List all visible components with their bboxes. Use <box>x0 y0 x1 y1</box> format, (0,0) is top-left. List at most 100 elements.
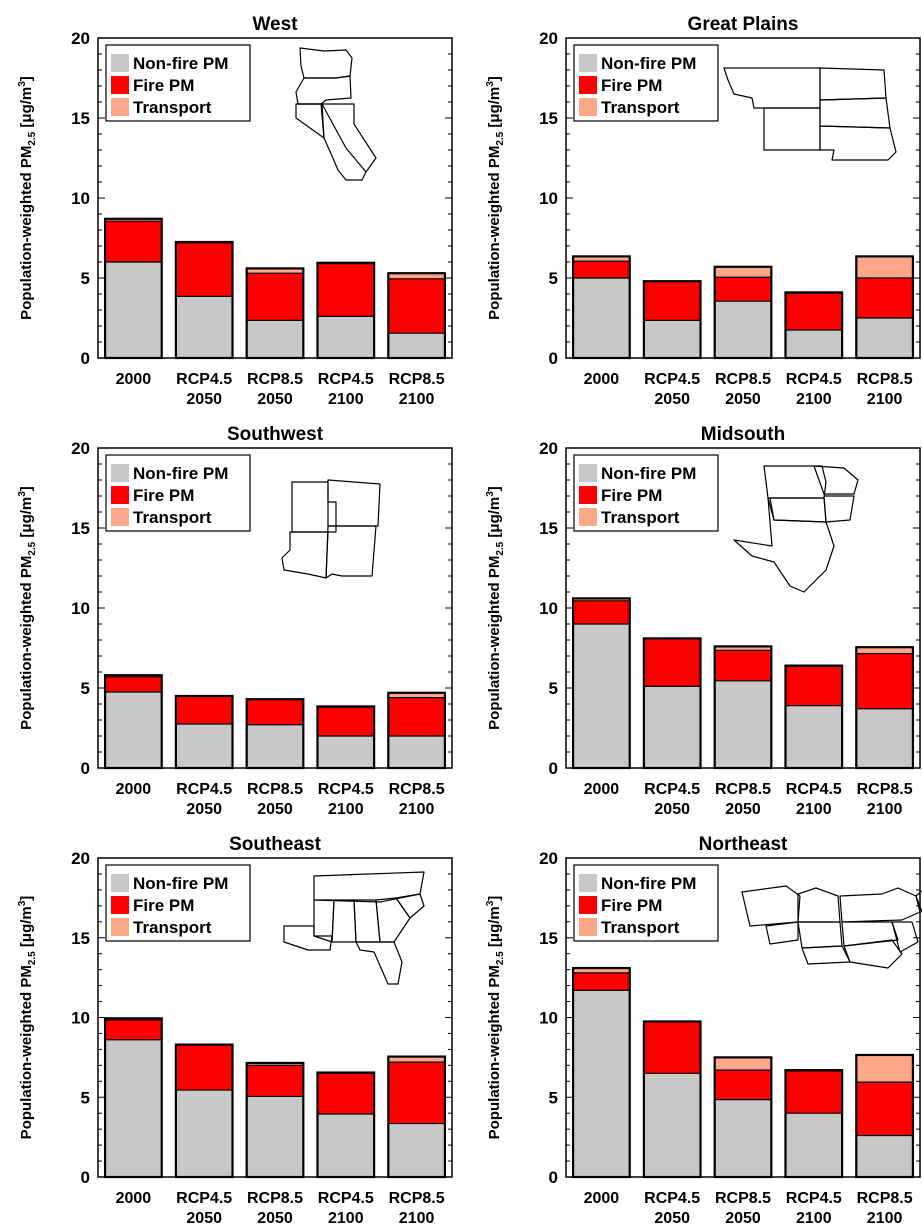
bar-segment-fire-pm <box>573 600 630 624</box>
legend-swatch <box>111 896 129 914</box>
bar-segment-non-fire-pm <box>175 724 233 768</box>
x-tick-label: RCP4.5 <box>786 1190 842 1207</box>
x-tick-label: RCP8.5 <box>389 1190 445 1207</box>
legend-label: Transport <box>601 918 680 937</box>
legend-label: Non-fire PM <box>133 874 228 893</box>
y-axis-label-subscript: 2.5 <box>495 131 506 145</box>
legend-swatch <box>111 508 129 526</box>
panel-southwest: Southwest Population-weighted PM2.5 [μg/m… <box>17 424 453 818</box>
bar-segment-non-fire-pm <box>388 736 445 768</box>
bar-segment-fire-pm <box>175 696 233 724</box>
legend-box <box>573 864 719 942</box>
bar-segment-fire-pm <box>785 1070 843 1114</box>
bar-segment-non-fire-pm <box>246 320 304 358</box>
x-tick-label: RCP4.5 <box>176 1190 232 1207</box>
y-axis-label-unit: [μg/m <box>486 87 503 132</box>
legend-swatch <box>579 918 597 936</box>
legend-swatch <box>579 54 597 72</box>
x-tick-label: RCP4.5 <box>318 1190 374 1207</box>
y-tick-label: 0 <box>81 1168 90 1187</box>
bar-segment-non-fire-pm <box>856 318 913 358</box>
plot-frame <box>565 857 921 1178</box>
x-tick-label: RCP4.5 <box>176 371 232 388</box>
x-tick-label: 2050 <box>654 1210 690 1226</box>
west-map-icon <box>295 47 377 181</box>
bar-segment-non-fire-pm <box>317 316 375 358</box>
x-tick-label: RCP8.5 <box>389 371 445 388</box>
x-tick-label: RCP8.5 <box>389 781 445 798</box>
x-tick-label: 2100 <box>796 801 832 818</box>
bar-segment-fire-pm <box>388 697 445 736</box>
bar-segment-non-fire-pm <box>714 1099 772 1177</box>
y-axis-label: Population-weighted PM2.5 [μg/m3] <box>17 486 38 730</box>
bar-segment-non-fire-pm <box>643 1073 701 1177</box>
x-tick-label: 2050 <box>186 801 222 818</box>
bar-segment-non-fire-pm <box>573 990 630 1177</box>
state-outline <box>325 525 377 579</box>
bar-segment-non-fire-pm <box>246 724 304 768</box>
legend-swatch <box>579 896 597 914</box>
x-tick-label: 2100 <box>796 1210 832 1226</box>
y-axis-label-subscript: 2.5 <box>27 131 38 145</box>
x-tick-label: 2000 <box>584 781 620 798</box>
bar-segment-fire-pm <box>714 277 772 302</box>
y-tick-label: 20 <box>71 439 90 458</box>
y-axis-label-subscript: 2.5 <box>495 541 506 555</box>
plot-frame <box>97 37 453 359</box>
state-outline <box>733 497 835 593</box>
bar-segment-fire-pm <box>856 1082 913 1136</box>
x-tick-label: 2050 <box>186 391 222 408</box>
state-outline <box>395 893 425 919</box>
state-outline <box>375 897 411 943</box>
bar-segment-non-fire-pm <box>785 1113 843 1177</box>
legend-label: Fire PM <box>601 76 662 95</box>
bar-segment-fire-pm <box>317 263 375 317</box>
state-outline <box>819 67 887 101</box>
state-outline <box>841 921 899 947</box>
legend: Non-fire PM Fire PM Transport <box>573 864 719 942</box>
legend-swatch <box>111 486 129 504</box>
y-tick-label: 0 <box>549 349 558 368</box>
y-axis-label-unit: [μg/m <box>18 906 35 951</box>
bar-segment-fire-pm <box>317 1073 375 1114</box>
y-tick-label: 10 <box>71 1009 90 1028</box>
legend: Non-fire PM Fire PM Transport <box>573 454 719 532</box>
x-tick-label: RCP8.5 <box>857 1190 913 1207</box>
y-tick-label: 20 <box>539 439 558 458</box>
bar-segment-fire-pm <box>388 1062 445 1124</box>
x-tick-label: 2050 <box>654 391 690 408</box>
y-axis-label-unit: [μg/m <box>486 497 503 542</box>
bar-segment-transport <box>856 256 913 278</box>
x-tick-label: 2000 <box>116 371 152 388</box>
bar-segment-fire-pm <box>643 638 701 687</box>
legend-swatch <box>579 874 597 892</box>
legend: Non-fire PM Fire PM Transport <box>105 454 251 532</box>
x-tick-label: 2000 <box>116 1190 152 1207</box>
legend: Non-fire PM Fire PM Transport <box>105 44 251 122</box>
great-plains-map-icon <box>723 67 897 161</box>
y-tick-label: 10 <box>539 599 558 618</box>
bar-segment-transport <box>573 968 630 973</box>
southwest-map-icon <box>281 479 381 579</box>
bar-segment-transport <box>388 1056 445 1063</box>
legend-label: Transport <box>601 508 680 527</box>
bar-segment-fire-pm <box>856 653 913 709</box>
state-outline <box>327 479 381 527</box>
bar-segment-fire-pm <box>105 676 162 692</box>
state-outline <box>839 887 921 923</box>
bar-segment-fire-pm <box>573 261 630 278</box>
y-axis-label-superscript: 3 <box>17 491 28 497</box>
x-tick-label: 2100 <box>796 391 832 408</box>
legend-label: Fire PM <box>601 486 662 505</box>
y-tick-label: 15 <box>71 929 90 948</box>
x-tick-label: RCP8.5 <box>247 371 303 388</box>
y-axis-label-close: ] <box>18 76 35 81</box>
legend-box <box>105 454 251 532</box>
state-outline <box>813 465 859 495</box>
state-outline <box>843 939 903 969</box>
y-tick-label: 0 <box>81 349 90 368</box>
y-axis-label-unit: [μg/m <box>486 906 503 951</box>
x-tick-label: RCP4.5 <box>644 371 700 388</box>
state-outline <box>291 481 337 533</box>
x-tick-label: 2100 <box>867 391 903 408</box>
